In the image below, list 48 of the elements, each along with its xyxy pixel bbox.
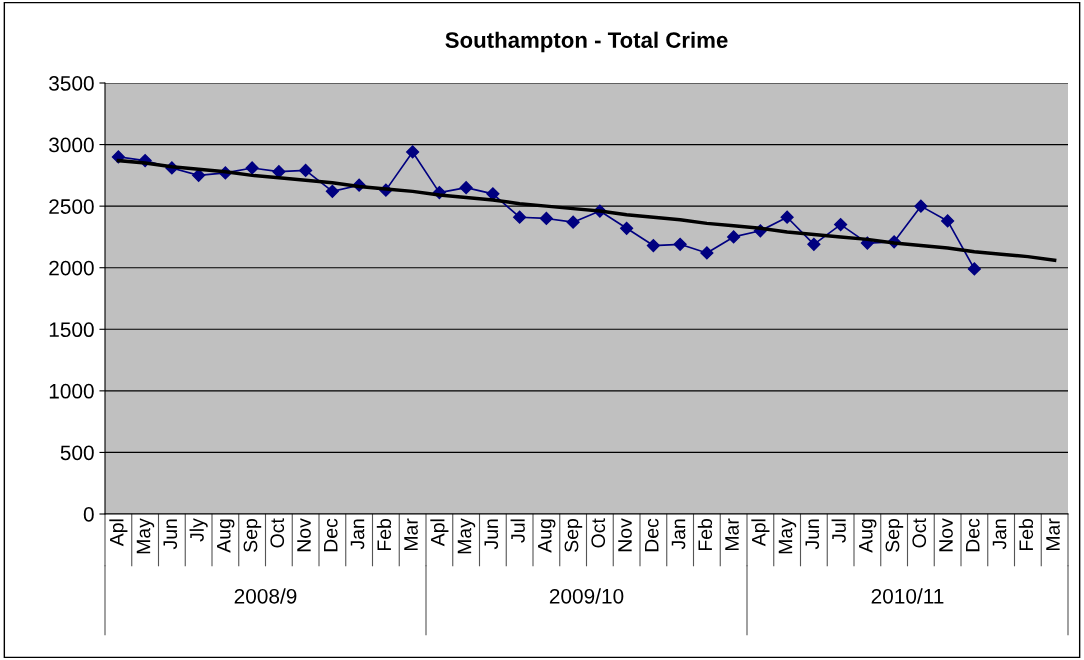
text: 2008/9 [234,588,297,604]
x-tick-label: Apl [109,519,128,547]
x-tick-label: Jul [510,519,525,543]
text: 2009/10 [549,588,624,604]
x-tick-label: Mar [1046,518,1060,551]
x-tick-label: Feb [1018,518,1034,551]
x-tick-label: Dec [966,518,980,552]
x-tick-label: Nov [297,518,311,552]
y-tick-label: 1500 [49,322,94,338]
text: 2010/11 [871,588,944,604]
y-tick-label: 2500 [49,199,94,214]
x-tick-label: Jun [484,519,499,550]
y-tick-label: 1000 [49,383,94,399]
x-tick-label: May [457,518,476,554]
x-tick-label: Sep [564,518,583,552]
x-tick-label: Sep [885,518,904,552]
x-tick-label: Mar [725,518,739,551]
y-tick-label: 2000 [49,260,94,276]
x-tick-label: Oct [270,518,285,548]
y-tick-label: 3000 [49,137,94,153]
y-tick-label: 3500 [49,76,94,91]
x-tick-label: Apl [751,519,770,547]
x-tick-label: Jul [831,519,846,543]
x-tick-label: Jan [350,519,365,550]
chart-title: Southampton - Total Crime [445,31,728,53]
y-tick-label: 500 [60,445,94,461]
x-tick-label: Jan [992,519,1007,550]
x-tick-label: May [778,518,797,554]
x-tick-label: Nov [939,518,953,552]
x-tick-label: Oct [912,518,927,548]
x-tick-label: Feb [376,518,392,551]
x-tick-label: Jly [189,518,208,542]
x-tick-label: Nov [618,518,632,552]
x-tick-label: Jan [671,519,686,550]
x-tick-label: Jun [805,519,820,550]
x-tick-label: Aug [538,519,556,553]
x-tick-label: Oct [591,518,606,548]
x-tick-label: May [136,518,155,554]
x-tick-label: Sep [243,518,262,552]
x-tick-label: Aug [859,519,877,553]
x-tick-label: Dec [645,518,659,552]
y-tick-label: 0 [83,507,94,522]
x-tick-label: Mar [404,518,418,551]
x-tick-label: Apl [430,519,449,547]
x-tick-label: Feb [697,518,713,551]
x-tick-label: Dec [324,518,338,552]
x-tick-label: Aug [217,519,235,553]
x-tick-label: Jun [163,519,178,550]
